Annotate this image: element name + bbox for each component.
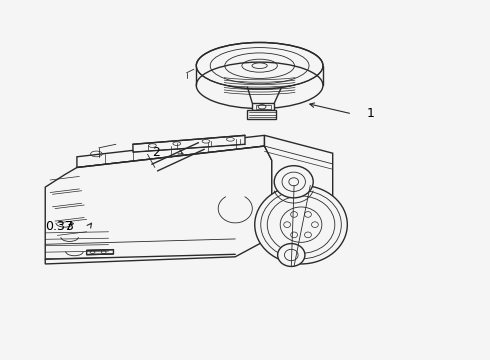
Polygon shape <box>252 103 274 111</box>
Ellipse shape <box>280 207 322 242</box>
Ellipse shape <box>252 63 267 68</box>
Polygon shape <box>87 249 114 255</box>
Polygon shape <box>256 105 271 109</box>
Polygon shape <box>265 135 333 237</box>
Polygon shape <box>247 111 276 119</box>
Polygon shape <box>77 135 265 167</box>
Ellipse shape <box>278 244 305 266</box>
Text: 3: 3 <box>65 220 73 233</box>
Text: 1: 1 <box>367 107 375 120</box>
Ellipse shape <box>196 42 323 89</box>
Ellipse shape <box>255 185 347 264</box>
Polygon shape <box>133 135 245 152</box>
Text: 2: 2 <box>152 146 160 159</box>
Polygon shape <box>45 146 272 264</box>
Ellipse shape <box>274 166 313 198</box>
Text: 0.37: 0.37 <box>45 220 73 233</box>
